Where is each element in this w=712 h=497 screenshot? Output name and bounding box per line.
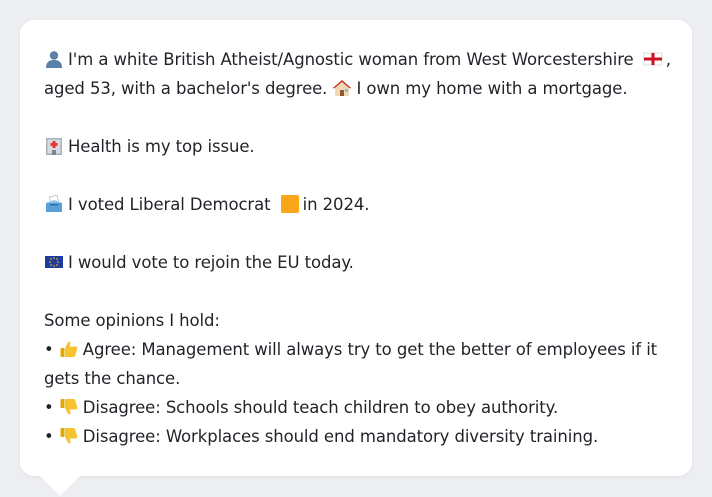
persona-card: I'm a white British Atheist/Agnostic wom… <box>20 20 692 476</box>
thumbs-down-icon <box>60 428 78 444</box>
opinion-text: Schools should teach children to obey au… <box>165 398 559 417</box>
vote-line: I voted Liberal Democrat in 2024. <box>44 190 674 219</box>
eu-stance-text: I would vote to rejoin the EU today. <box>68 253 354 272</box>
opinion-item: • Disagree: Workplaces should end mandat… <box>44 422 674 451</box>
eu-flag-icon <box>45 256 63 268</box>
eu-line: I would vote to rejoin the EU today. <box>44 248 674 277</box>
spacer <box>44 277 674 306</box>
opinion-stance: Disagree: <box>82 427 161 446</box>
intro-line-1: I'm a white British Atheist/Agnostic wom… <box>44 45 674 74</box>
opinion-item: • Disagree: Schools should teach childre… <box>44 393 674 422</box>
intro-text: I'm a white British Atheist/Agnostic wom… <box>68 50 634 69</box>
opinion-stance: Disagree: <box>82 398 161 417</box>
opinion-stance: Agree: <box>82 340 137 359</box>
spacer <box>44 161 674 190</box>
persona-text: I'm a white British Atheist/Agnostic wom… <box>44 45 674 451</box>
ballot-box-icon <box>46 195 62 212</box>
opinions-heading: Some opinions I hold: <box>44 311 220 330</box>
person-icon <box>46 51 62 68</box>
intro-line-2: aged 53, with a bachelor's degree. I own… <box>44 74 674 103</box>
opinion-text: Management will always try to get the be… <box>44 340 658 388</box>
hospital-icon <box>46 138 62 155</box>
opinion-text: Workplaces should end mandatory diversit… <box>165 427 599 446</box>
opinion-item: • Agree: Management will always try to g… <box>44 335 674 393</box>
thumbs-down-icon <box>60 399 78 415</box>
thumbs-up-icon <box>60 341 78 357</box>
spacer <box>44 219 674 248</box>
health-line: Health is my top issue. <box>44 132 674 161</box>
speech-bubble-tail <box>40 476 80 496</box>
house-icon <box>332 80 352 96</box>
vote-text: I voted Liberal Democrat <box>68 195 271 214</box>
intro-comma: , <box>665 50 671 69</box>
orange-square-icon <box>280 195 299 213</box>
bullet: • <box>44 398 54 417</box>
vote-year: in 2024. <box>302 195 370 214</box>
bullet: • <box>44 340 54 359</box>
intro-home: I own my home with a mortgage. <box>356 79 628 98</box>
intro-education: aged 53, with a bachelor's degree. <box>44 79 328 98</box>
top-issue-text: Health is my top issue. <box>68 137 255 156</box>
bullet: • <box>44 427 54 446</box>
spacer <box>44 103 674 132</box>
england-flag-icon <box>643 52 663 66</box>
